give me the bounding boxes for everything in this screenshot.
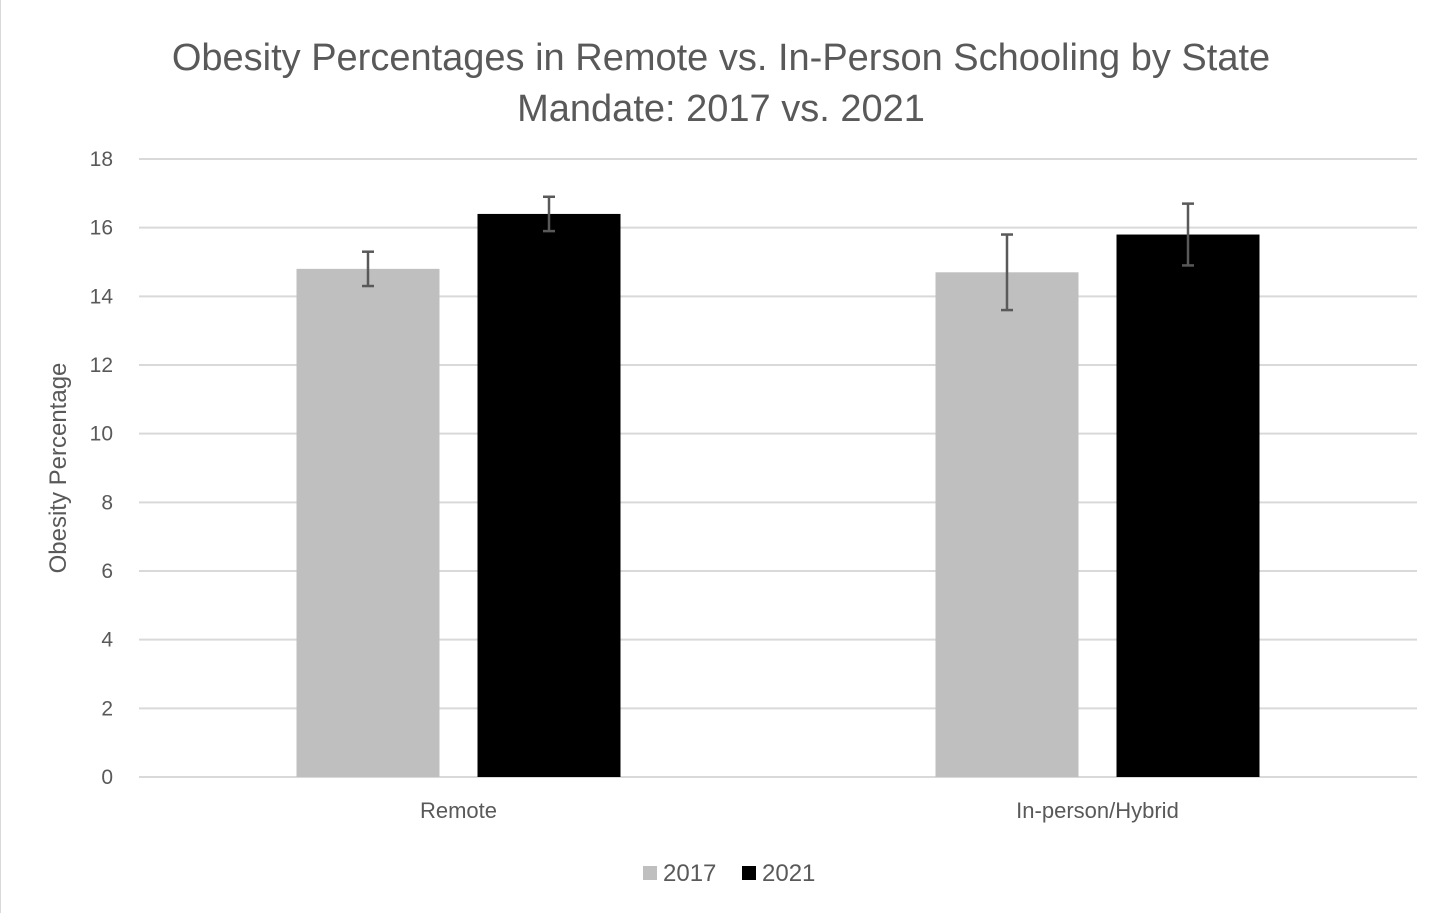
y-tick-label: 14 [90, 285, 114, 308]
bar-2017-0 [296, 268, 440, 777]
chart-title-line-1: Obesity Percentages in Remote vs. In-Per… [172, 37, 1270, 79]
legend-swatch [742, 866, 756, 880]
chart-title-line-2: Mandate: 2017 vs. 2021 [517, 88, 925, 130]
y-tick-label: 18 [90, 148, 113, 171]
x-category-label: In-person/Hybrid [1016, 798, 1179, 823]
chart-title: Obesity Percentages in Remote vs. In-Per… [172, 37, 1270, 130]
y-tick-label: 12 [90, 354, 113, 377]
legend-item-2017: 2017 [643, 860, 716, 887]
y-tick-label: 4 [101, 629, 113, 652]
legend-swatch [643, 866, 657, 880]
bar-2017-1 [935, 272, 1079, 777]
y-tick-label: 2 [101, 697, 113, 720]
bars [296, 213, 1260, 778]
x-category-label: Remote [420, 798, 497, 823]
y-tick-label: 0 [101, 766, 113, 789]
bar-2021-1 [1116, 234, 1260, 778]
legend-item-2021: 2021 [742, 860, 815, 887]
y-axis-ticks: 0 2 4 6 8 10 12 14 16 18 [90, 148, 114, 789]
legend-label: 2017 [663, 860, 716, 887]
y-axis-label: Obesity Percentage [45, 363, 72, 574]
error-bars [362, 195, 1194, 312]
y-tick-label: 16 [90, 217, 113, 240]
legend-label: 2021 [762, 860, 815, 887]
bar-2021-0 [477, 213, 621, 777]
x-axis-categories: Remote In-person/Hybrid [420, 798, 1179, 823]
y-tick-label: 8 [101, 491, 113, 514]
legend: 2017 2021 [643, 860, 815, 887]
y-tick-label: 6 [101, 560, 113, 583]
y-tick-label: 10 [90, 423, 113, 446]
